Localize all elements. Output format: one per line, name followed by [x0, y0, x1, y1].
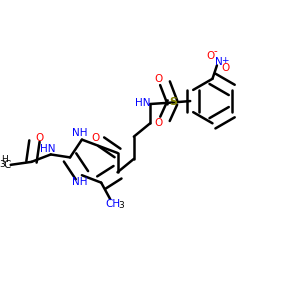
Text: CH: CH — [106, 199, 121, 209]
Text: O: O — [154, 118, 163, 128]
Text: N: N — [214, 57, 222, 67]
Text: C: C — [3, 160, 11, 170]
Text: O: O — [221, 63, 230, 73]
Text: HN: HN — [40, 144, 56, 154]
Text: NH: NH — [72, 128, 87, 138]
Text: 3: 3 — [0, 160, 5, 169]
Text: -: - — [214, 46, 217, 56]
Text: S: S — [169, 97, 177, 106]
Text: 3: 3 — [118, 201, 124, 210]
Text: NH: NH — [72, 177, 87, 187]
Text: O: O — [154, 74, 163, 84]
Text: O: O — [206, 51, 214, 61]
Text: O: O — [36, 133, 44, 142]
Text: HN: HN — [135, 98, 151, 107]
Text: H: H — [2, 155, 8, 164]
Text: +: + — [221, 56, 229, 64]
Text: O: O — [92, 133, 100, 143]
